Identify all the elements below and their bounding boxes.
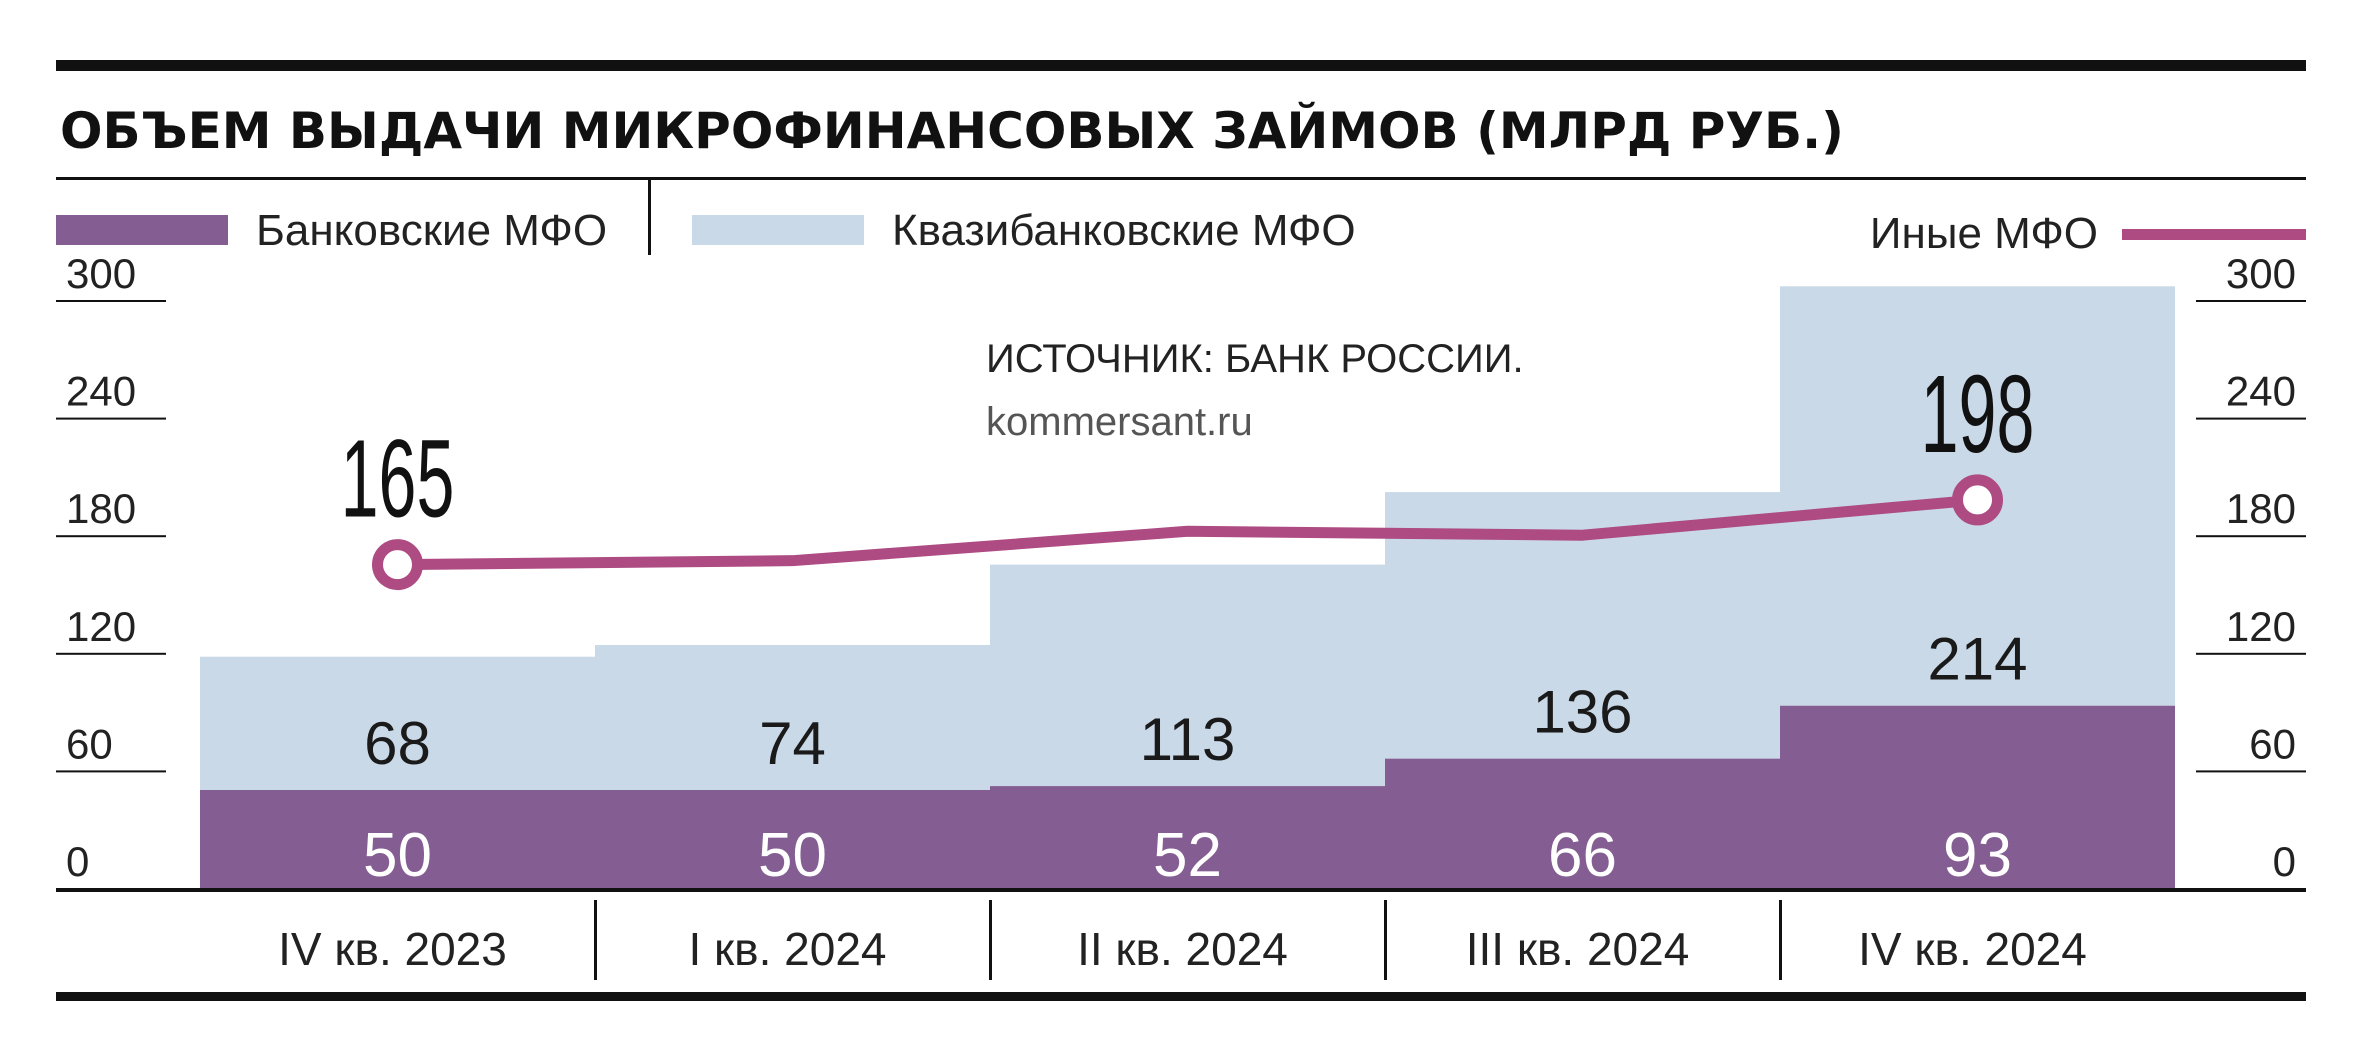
bar-bank [1780,705,2175,888]
x-category-divider [594,900,597,980]
chart-title: ОБЪЕМ ВЫДАЧИ МИКРОФИНАНСОВЫХ ЗАЙМОВ (МЛР… [60,101,1844,160]
x-category-divider [1384,900,1387,980]
legend-swatch-quasi [692,215,864,245]
line-point-marker [1952,474,2003,526]
y-tick-label-left: 60 [66,720,113,767]
y-tick-line-left [56,417,166,420]
line-point-marker [372,539,423,591]
title-rule [56,177,2306,180]
bars: 50 68 50 74 52 113 66 136 93 214 [200,286,2175,890]
y-tick-label-left: 300 [66,250,136,297]
y-tick-line-right [2196,417,2306,420]
x-axis: IV кв. 2023 I кв. 2024 II кв. 2024 III кв. … [56,888,2306,980]
y-tick-line-right [2196,652,2306,655]
y-tick-label-left: 180 [66,485,136,532]
line-series: 165 198 [341,353,2035,591]
bar-bank [1385,758,1780,888]
bar-bank [595,790,990,888]
source-note: ИСТОЧНИК: БАНК РОССИИ. [986,337,1524,381]
y-tick-line-left [56,300,166,302]
data-label-bank: 93 [1943,821,2012,890]
x-tick-label: I кв. 2024 [688,923,886,975]
x-category-divider [1779,900,1782,980]
y-tick-line-right [2196,535,2306,538]
x-tick-label: IV кв. 2024 [1858,923,2087,975]
bar-bank [200,790,595,888]
line-other [392,494,1983,571]
y-tick-label-left: 240 [66,368,136,415]
legend-label-quasi: Квазибанковские МФО [892,206,1356,255]
y-tick-label-left: 0 [66,838,89,885]
data-label-quasi: 74 [759,710,826,777]
y-axis-left: 0 60 120 180 240 300 [56,250,166,885]
bar-quasi [200,656,595,790]
bottom-rule [56,992,2306,1001]
top-rule [56,60,2306,71]
line-data-label: 165 [341,418,455,541]
data-label-bank: 52 [1153,821,1222,890]
line-data-label: 198 [1921,353,2035,476]
y-tick-line-right [2196,770,2306,773]
legend-divider [648,180,651,255]
data-label-quasi: 68 [364,710,431,777]
legend: Банковские МФО Квазибанковские МФО Иные … [56,180,2306,258]
bar-quasi [990,564,1385,787]
data-label-bank: 66 [1548,821,1617,890]
y-tick-label-right: 180 [2226,485,2296,532]
y-tick-label-right: 0 [2273,838,2296,885]
legend-swatch-bank [56,215,228,245]
y-tick-line-left [56,652,166,655]
legend-label-bank: Банковские МФО [256,206,607,255]
y-tick-line-left [56,535,166,538]
y-tick-line-right [2196,300,2306,302]
x-tick-label: III кв. 2024 [1466,923,1690,975]
y-tick-label-right: 120 [2226,603,2296,650]
x-category-divider [989,900,992,980]
data-label-quasi: 214 [1927,626,2027,693]
y-tick-label-right: 240 [2226,368,2296,415]
y-tick-label-right: 60 [2249,720,2296,767]
x-axis-baseline [56,888,2306,892]
data-label-bank: 50 [758,821,827,890]
y-axis-right: 0 60 120 180 240 300 [2196,250,2306,885]
y-tick-label-left: 120 [66,603,136,650]
legend-swatch-other [2122,229,2306,240]
data-label-bank: 50 [363,821,432,890]
x-tick-label: II кв. 2024 [1077,923,1288,975]
site-credit: kommersant.ru [986,400,1253,444]
data-label-quasi: 113 [1140,706,1236,773]
bar-quasi [595,644,990,790]
bar-bank [990,786,1385,888]
y-tick-line-left [56,770,166,773]
legend-label-other: Иные МФО [1870,209,2098,258]
data-label-quasi: 136 [1532,679,1632,746]
x-tick-label: IV кв. 2023 [278,923,507,975]
y-tick-label-right: 300 [2226,250,2296,297]
